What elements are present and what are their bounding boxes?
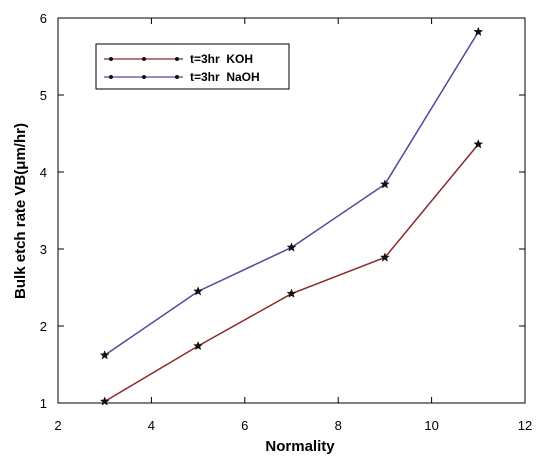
legend-marker-0 <box>175 57 179 61</box>
data-point-1-4 <box>473 26 484 37</box>
data-point-1-0 <box>99 350 110 360</box>
data-point-0-4 <box>473 139 484 149</box>
legend-marker-1 <box>142 75 146 79</box>
y-axis: 1 2 3 4 5 6 <box>40 11 525 411</box>
legend-marker-1 <box>109 75 113 79</box>
data-point-0-2 <box>286 288 297 298</box>
x-tick-label: 12 <box>518 418 532 433</box>
legend-marker-0 <box>142 57 146 61</box>
y-tick-label: 6 <box>40 11 47 26</box>
data-point-0-1 <box>193 340 204 351</box>
legend: t=3hr KOH t=3hr NaOH <box>95 43 290 90</box>
x-axis-title: Normality <box>265 438 335 455</box>
y-tick-label: 3 <box>40 242 47 257</box>
x-tick-label: 4 <box>148 418 155 433</box>
y-tick-label: 5 <box>40 88 47 103</box>
data-point-1-2 <box>286 242 297 252</box>
x-axis: 2 4 6 8 10 12 <box>54 18 532 433</box>
y-tick-label: 1 <box>40 396 47 411</box>
legend-marker-0 <box>109 57 113 61</box>
legend-box <box>95 43 290 90</box>
x-tick-label: 6 <box>241 418 248 433</box>
legend-label-koh: t=3hr KOH <box>190 52 253 66</box>
y-tick-label: 2 <box>40 319 47 334</box>
series-layer <box>99 26 484 406</box>
y-axis-title: Bulk etch rate VB(μm/hr) <box>12 123 29 299</box>
data-point-1-1 <box>193 286 204 296</box>
x-tick-label: 8 <box>335 418 342 433</box>
data-point-0-0 <box>99 396 110 406</box>
y-tick-label: 4 <box>40 165 47 180</box>
legend-marker-1 <box>175 75 179 79</box>
x-tick-label: 2 <box>54 418 61 433</box>
x-tick-label: 10 <box>424 418 438 433</box>
data-point-1-3 <box>379 179 390 189</box>
data-point-0-3 <box>379 252 390 262</box>
legend-label-naoh: t=3hr NaOH <box>190 70 260 84</box>
